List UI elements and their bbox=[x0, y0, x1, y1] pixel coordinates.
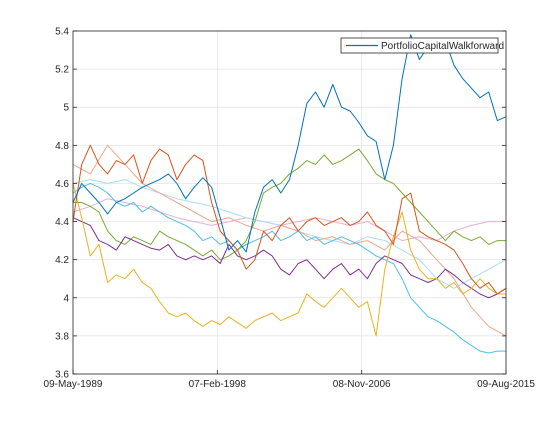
series-line bbox=[72, 144, 507, 337]
series-line bbox=[72, 217, 507, 299]
y-tick-label: 4.4 bbox=[55, 217, 69, 228]
plot-area-frame bbox=[72, 30, 507, 375]
series-line bbox=[72, 179, 507, 289]
series-line bbox=[72, 34, 507, 253]
y-tick-label: 3.6 bbox=[55, 370, 69, 381]
series-line bbox=[72, 144, 507, 295]
legend: PortfolioCapitalWalkforward bbox=[340, 37, 504, 54]
y-tick-label: 4.2 bbox=[55, 255, 69, 266]
y-tick-label: 4.8 bbox=[55, 141, 69, 152]
legend-box bbox=[340, 37, 499, 54]
series-line bbox=[72, 198, 506, 242]
y-tick-label: 5.4 bbox=[55, 27, 69, 38]
y-tick-label: 4.6 bbox=[55, 179, 69, 190]
x-tick-label: 09-Aug-2015 bbox=[477, 379, 535, 390]
y-tick-label: 5.2 bbox=[55, 65, 69, 76]
x-tick-label: 08-Nov-2006 bbox=[333, 379, 391, 390]
series-line bbox=[73, 148, 506, 261]
axis-ticks: 3.6 3.8 4 4.2 4.4 4.6 4.8 5 5.2 5.4 09-May-1989 07-… bbox=[44, 27, 536, 391]
y-tick-label: 4 bbox=[63, 293, 69, 304]
y-tick-label: 3.8 bbox=[55, 331, 69, 342]
series-line bbox=[72, 183, 506, 337]
x-tick-label: 07-Feb-1998 bbox=[189, 379, 247, 390]
series-line bbox=[72, 182, 506, 354]
legend-label: PortfolioCapitalWalkforward bbox=[381, 41, 504, 52]
grid bbox=[72, 30, 507, 375]
y-tick-label: 5 bbox=[63, 103, 69, 114]
series-lines bbox=[72, 34, 507, 354]
x-tick-label: 09-May-1989 bbox=[44, 379, 103, 390]
